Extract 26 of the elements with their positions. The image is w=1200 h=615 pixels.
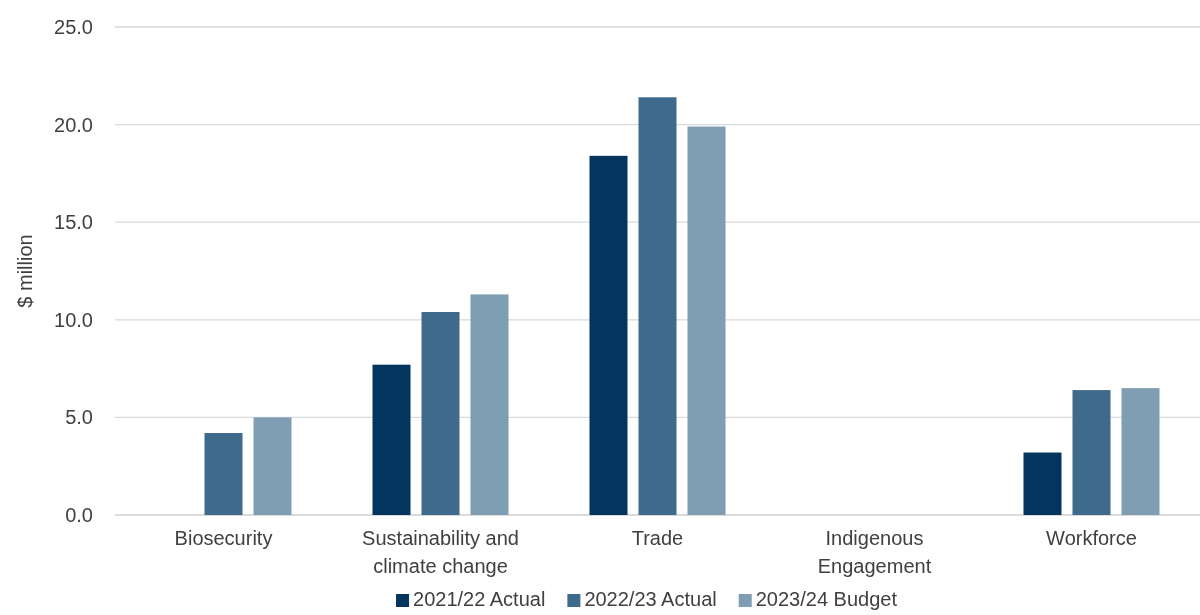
legend-label: 2023/24 Budget	[755, 588, 898, 610]
bar	[1072, 390, 1111, 515]
x-tick-label: Workforce	[1046, 527, 1137, 549]
x-tick-label: Biosecurity	[174, 527, 273, 549]
y-tick-label: 10.0	[54, 308, 93, 331]
x-tick-label: Trade	[631, 527, 684, 549]
bar	[638, 97, 677, 515]
bar	[372, 364, 411, 515]
y-tick-label: 0.0	[65, 503, 93, 526]
x-tick-label: Sustainability and climate change	[362, 527, 519, 577]
y-tick-label: 5.0	[65, 406, 93, 429]
bar	[1023, 452, 1062, 515]
y-tick-label: 20.0	[54, 113, 93, 136]
bar	[470, 294, 509, 515]
x-tick-label: Indigenous Engagement	[817, 527, 932, 577]
bar	[589, 155, 628, 515]
y-axis-title: $ million	[14, 234, 36, 308]
bar	[1121, 388, 1160, 515]
bar	[687, 126, 726, 515]
y-tick-label: 25.0	[54, 15, 93, 38]
y-tick-label: 15.0	[54, 211, 93, 234]
bar	[253, 417, 292, 515]
legend-label: 2021/22 Actual	[413, 588, 546, 610]
legend-label: 2022/23 Actual	[584, 588, 717, 610]
bar	[421, 311, 460, 515]
bar	[204, 433, 243, 515]
